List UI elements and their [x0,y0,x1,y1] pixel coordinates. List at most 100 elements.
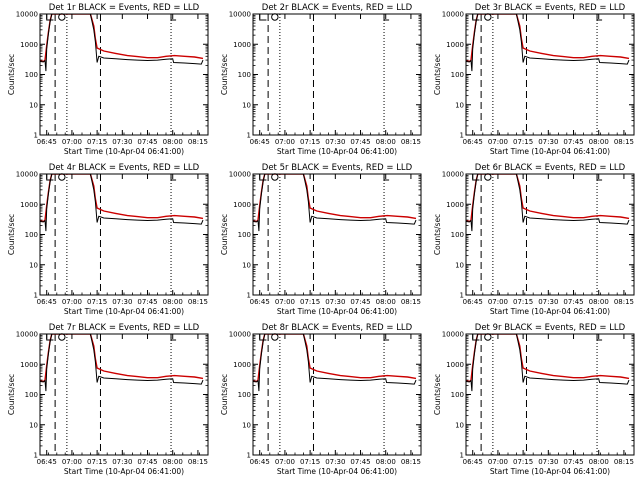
x-tick-label: 07:45 [137,458,157,466]
x-axis-label: Start Time (10-Apr-04 06:41:00) [277,467,397,476]
x-tick-label: 08:00 [376,458,396,466]
x-tick-label: 07:30 [325,458,345,466]
x-tick-label: 06:45 [250,458,270,466]
x-tick-label: 07:15 [300,298,320,306]
panel-title: Det 6r BLACK = Events, RED = LLD [475,163,626,173]
y-tick-label: 1 [34,292,38,300]
y-tick-label: 10000 [229,331,251,339]
lld-series-line [253,174,417,223]
plot-frame [39,333,209,456]
detector-panel-4: Det 4r BLACK = Events, RED = LLD 1 10 100 10… [7,163,209,316]
panel-title: Det 2r BLACK = Events, RED = LLD [262,3,413,13]
x-tick-label: 07:45 [563,138,583,146]
x-tick-label: 07:00 [488,458,508,466]
y-tick-label: 1000 [20,201,38,209]
panel-title: Det 1r BLACK = Events, RED = LLD [49,3,200,13]
y-tick-label: 10 [29,261,38,269]
plot-frame [39,173,209,296]
top-bracket-mark [259,334,390,341]
y-tick-label: 100 [238,71,251,79]
x-tick-label: 08:00 [376,298,396,306]
detector-panel-8: Det 8r BLACK = Events, RED = LLD 1 10 100 10… [220,323,422,476]
detector-panel-3: Det 3r BLACK = Events, RED = LLD 1 10 100 10… [433,3,635,156]
y-axis-label: Counts/sec [220,54,229,95]
detector-panel-2: Det 2r BLACK = Events, RED = LLD 1 10 100 10… [220,3,422,156]
y-tick-label: 100 [25,391,38,399]
x-tick-label: 07:00 [62,458,82,466]
y-tick-label: 1 [460,452,464,460]
x-tick-label: 08:15 [401,458,421,466]
y-tick-label: 1000 [233,41,251,49]
y-tick-label: 1000 [20,361,38,369]
events-series-line [40,14,204,72]
y-tick-label: 1000 [446,201,464,209]
events-series-line [40,334,204,392]
y-tick-label: 1000 [233,361,251,369]
top-bracket-mark [259,174,390,181]
events-series-line [466,334,630,392]
x-tick-label: 07:30 [112,298,132,306]
x-tick-label: 07:15 [300,138,320,146]
top-bracket-mark [259,14,390,21]
plot-frame [465,333,635,456]
y-axis-label: Counts/sec [7,374,16,415]
x-tick-label: 06:45 [37,458,57,466]
x-tick-label: 07:30 [112,138,132,146]
x-axis-label: Start Time (10-Apr-04 06:41:00) [64,147,184,156]
y-tick-label: 10000 [442,331,464,339]
marker-circle [271,13,279,21]
x-tick-label: 07:00 [275,138,295,146]
x-tick-label: 07:00 [488,298,508,306]
lld-series-line [253,334,417,383]
plot-frame [252,333,422,456]
marker-circle [484,173,492,181]
y-tick-label: 1000 [446,41,464,49]
events-series-line [40,174,204,232]
marker-circle [58,13,66,21]
panel-title: Det 3r BLACK = Events, RED = LLD [475,3,626,13]
y-tick-label: 1 [247,452,251,460]
y-tick-label: 10000 [442,11,464,19]
lld-series-line [466,14,630,63]
x-tick-label: 06:45 [463,458,483,466]
x-tick-label: 06:45 [463,298,483,306]
y-tick-label: 1 [34,452,38,460]
x-tick-label: 07:45 [350,138,370,146]
x-tick-label: 07:45 [563,458,583,466]
y-tick-label: 10 [242,101,251,109]
y-tick-label: 1 [460,132,464,140]
x-axis-label: Start Time (10-Apr-04 06:41:00) [64,307,184,316]
y-tick-label: 10000 [229,11,251,19]
lld-series-line [40,334,204,383]
top-bracket-mark [472,334,603,341]
y-tick-label: 100 [238,391,251,399]
x-tick-label: 06:45 [37,298,57,306]
y-axis-label: Counts/sec [220,214,229,255]
y-tick-label: 1 [247,132,251,140]
y-axis-label: Counts/sec [220,374,229,415]
x-tick-label: 08:00 [163,458,183,466]
y-tick-label: 100 [238,231,251,239]
marker-circle [58,173,66,181]
x-tick-label: 07:30 [538,458,558,466]
x-tick-label: 07:45 [137,298,157,306]
y-tick-label: 100 [25,231,38,239]
events-series-line [253,334,417,392]
x-tick-label: 07:15 [513,298,533,306]
y-tick-label: 10 [242,261,251,269]
y-tick-label: 10 [29,421,38,429]
events-series-line [466,174,630,232]
marker-circle [484,333,492,341]
plot-frame [465,173,635,296]
y-tick-label: 1000 [446,361,464,369]
y-tick-label: 10000 [16,331,38,339]
x-tick-label: 06:45 [463,138,483,146]
y-tick-label: 1 [460,292,464,300]
y-tick-label: 100 [451,391,464,399]
lld-series-line [40,14,204,63]
y-axis-label: Counts/sec [433,54,442,95]
x-axis-label: Start Time (10-Apr-04 06:41:00) [490,307,610,316]
x-tick-label: 07:00 [275,298,295,306]
x-tick-label: 08:00 [376,138,396,146]
